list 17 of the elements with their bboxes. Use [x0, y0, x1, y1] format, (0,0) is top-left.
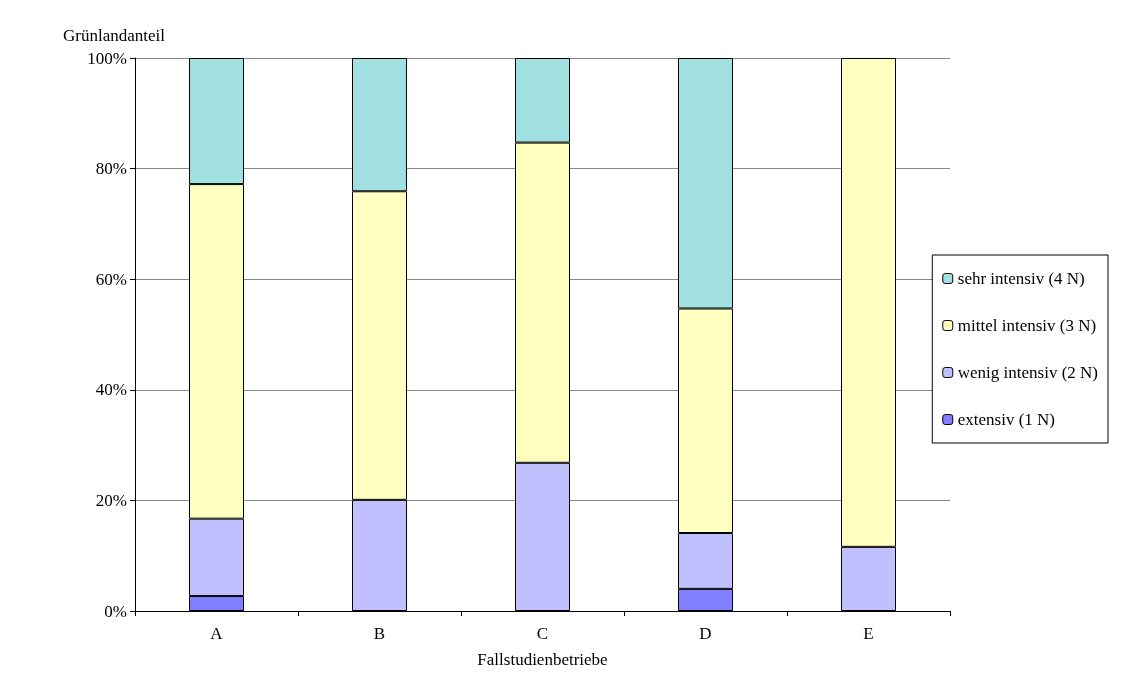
y-tick-label: 80% [95, 159, 127, 179]
legend-label: wenig intensiv (2 N) [957, 363, 1099, 382]
legend-label: sehr intensiv (4 N) [957, 269, 1085, 288]
x-axis-title: Fallstudienbetriebe [477, 650, 608, 669]
x-tick-label: D [699, 624, 712, 643]
legend-label: mittel intensiv (3 N) [957, 316, 1097, 335]
x-tick-label: A [210, 624, 224, 643]
y-tick-label: 0% [104, 601, 127, 621]
y-axis-title: Grünlandanteil [63, 26, 166, 45]
y-tick-label: 60% [95, 269, 127, 289]
x-tick-label: B [373, 624, 386, 643]
y-tick-label: 40% [95, 380, 127, 400]
y-tick-label: 20% [95, 490, 127, 510]
x-tick-label: C [536, 624, 549, 643]
x-tick-label: E [863, 624, 874, 643]
y-tick-label: 100% [87, 48, 127, 68]
legend-label: extensiv (1 N) [957, 410, 1056, 429]
